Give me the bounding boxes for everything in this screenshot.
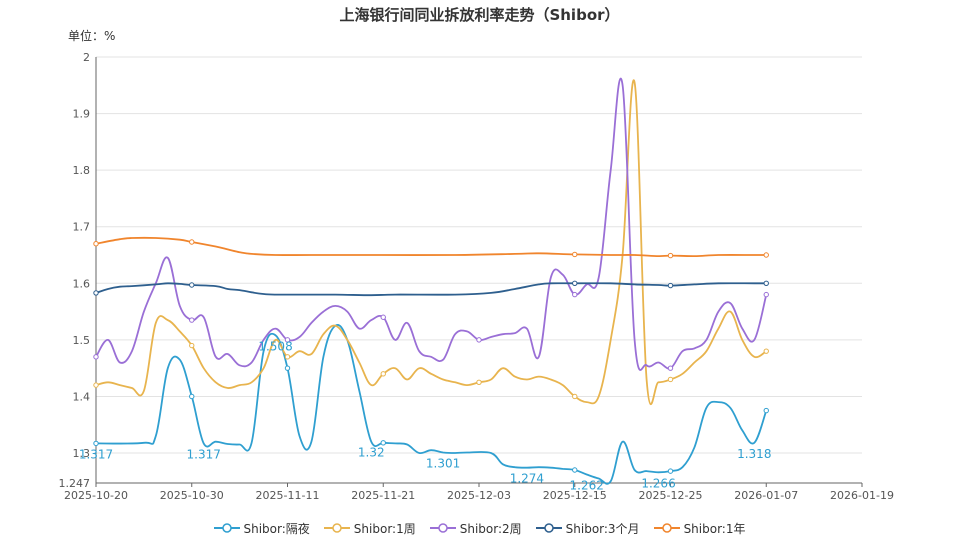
x-tick-label: 2025-12-15 — [543, 489, 607, 502]
legend-item[interactable]: Shibor:隔夜 — [213, 520, 310, 537]
legend: Shibor:隔夜 Shibor:1周 Shibor:2周 Shibor:3个月 Shi… — [0, 519, 959, 537]
data-point — [284, 337, 291, 343]
data-point — [284, 365, 291, 371]
grid-lines — [96, 56, 862, 484]
data-point — [667, 252, 674, 259]
data-point — [476, 337, 482, 343]
data-point — [667, 282, 674, 289]
data-point — [572, 291, 578, 298]
legend-line-icon — [213, 523, 240, 533]
axes: 1.247 1.3 1.4 1.5 1.6 1.7 1.8 1.9 2 2025-10-20 202… — [59, 51, 894, 502]
data-label: 1.317 — [187, 447, 221, 461]
series-line — [95, 79, 768, 406]
data-label: 1.266 — [641, 476, 675, 490]
data-point — [284, 354, 291, 360]
data-point — [380, 440, 386, 446]
data-point — [93, 290, 99, 296]
y-tick-label: 1.7 — [73, 221, 91, 234]
data-point — [93, 382, 99, 388]
unit-label: 单位：% — [68, 29, 116, 43]
data-point — [476, 379, 482, 385]
y-tick-label: 1.4 — [73, 390, 91, 403]
data-point — [189, 239, 195, 245]
legend-line-icon — [429, 523, 456, 533]
legend-label: Shibor:1年 — [683, 521, 746, 536]
data-point — [667, 365, 674, 371]
data-point — [189, 393, 195, 400]
data-point — [572, 393, 578, 400]
series-line — [95, 324, 768, 485]
data-point — [572, 251, 578, 258]
data-point — [763, 407, 769, 414]
chart-title: 上海银行间同业拆放利率走势（Shibor） — [339, 6, 620, 24]
data-label: 1.274 — [510, 472, 544, 486]
line-chart: 1.247 1.3 1.4 1.5 1.6 1.7 1.8 1.9 2 2025-10-20 202… — [59, 51, 894, 502]
y-tick-label: 1.5 — [73, 334, 91, 347]
data-label: 1.32 — [358, 446, 385, 460]
data-point — [93, 354, 99, 360]
series-line — [95, 282, 768, 297]
legend-item[interactable]: Shibor:3个月 — [535, 520, 640, 537]
data-point — [380, 371, 386, 377]
y-tick-label: 1.8 — [73, 164, 91, 177]
data-point — [667, 468, 674, 474]
x-tick-label: 2025-11-11 — [256, 489, 320, 502]
legend-line-icon — [535, 523, 562, 533]
legend-item[interactable]: Shibor:1周 — [323, 520, 416, 537]
x-tick-label: 2025-10-30 — [160, 489, 224, 502]
data-point — [763, 348, 769, 354]
data-point — [189, 342, 195, 349]
data-point — [763, 252, 769, 258]
x-tick-label: 2025-12-03 — [447, 489, 511, 502]
data-point — [93, 240, 99, 247]
data-label: 1.508 — [258, 339, 292, 353]
x-tick-label: 2025-10-20 — [64, 489, 128, 502]
y-tick-label: 1.9 — [73, 108, 91, 121]
x-tick-label: 2025-11-21 — [351, 489, 415, 502]
data-label: 1.262 — [570, 479, 604, 493]
legend-item[interactable]: Shibor:1年 — [653, 520, 746, 537]
y-tick-label: 1.3 — [73, 447, 91, 460]
data-point — [763, 291, 769, 298]
y-tick-label: 2 — [83, 51, 90, 64]
data-point — [763, 280, 769, 286]
x-tick-label: 2026-01-07 — [734, 489, 798, 502]
legend-line-icon — [323, 523, 350, 533]
x-tick-label: 2025-12-25 — [639, 489, 703, 502]
data-point — [189, 282, 195, 288]
data-point — [667, 376, 674, 383]
data-label: 1.301 — [426, 456, 460, 470]
data-point — [572, 280, 578, 286]
data-point — [572, 467, 578, 473]
legend-label: Shibor:隔夜 — [243, 521, 310, 536]
x-tick-label: 2026-01-19 — [830, 489, 894, 502]
legend-label: Shibor:3个月 — [565, 521, 640, 536]
series-line — [95, 236, 768, 258]
data-label: 1.317 — [79, 447, 113, 461]
series-line — [95, 77, 768, 371]
y-tick-label: 1.247 — [59, 477, 91, 490]
data-point — [189, 317, 195, 323]
data-labels: 1.317 1.317 1.508 1.32 1.301 1.274 1.262 1.266 1… — [79, 339, 772, 492]
data-label: 1.318 — [737, 447, 771, 461]
legend-label: Shibor:2周 — [459, 521, 522, 536]
y-tick-label: 1.6 — [73, 277, 91, 290]
data-point — [93, 440, 99, 447]
series-lines — [93, 77, 769, 485]
legend-label: Shibor:1周 — [353, 521, 416, 536]
legend-line-icon — [653, 523, 680, 533]
legend-item[interactable]: Shibor:2周 — [429, 520, 522, 537]
data-point — [380, 314, 386, 320]
